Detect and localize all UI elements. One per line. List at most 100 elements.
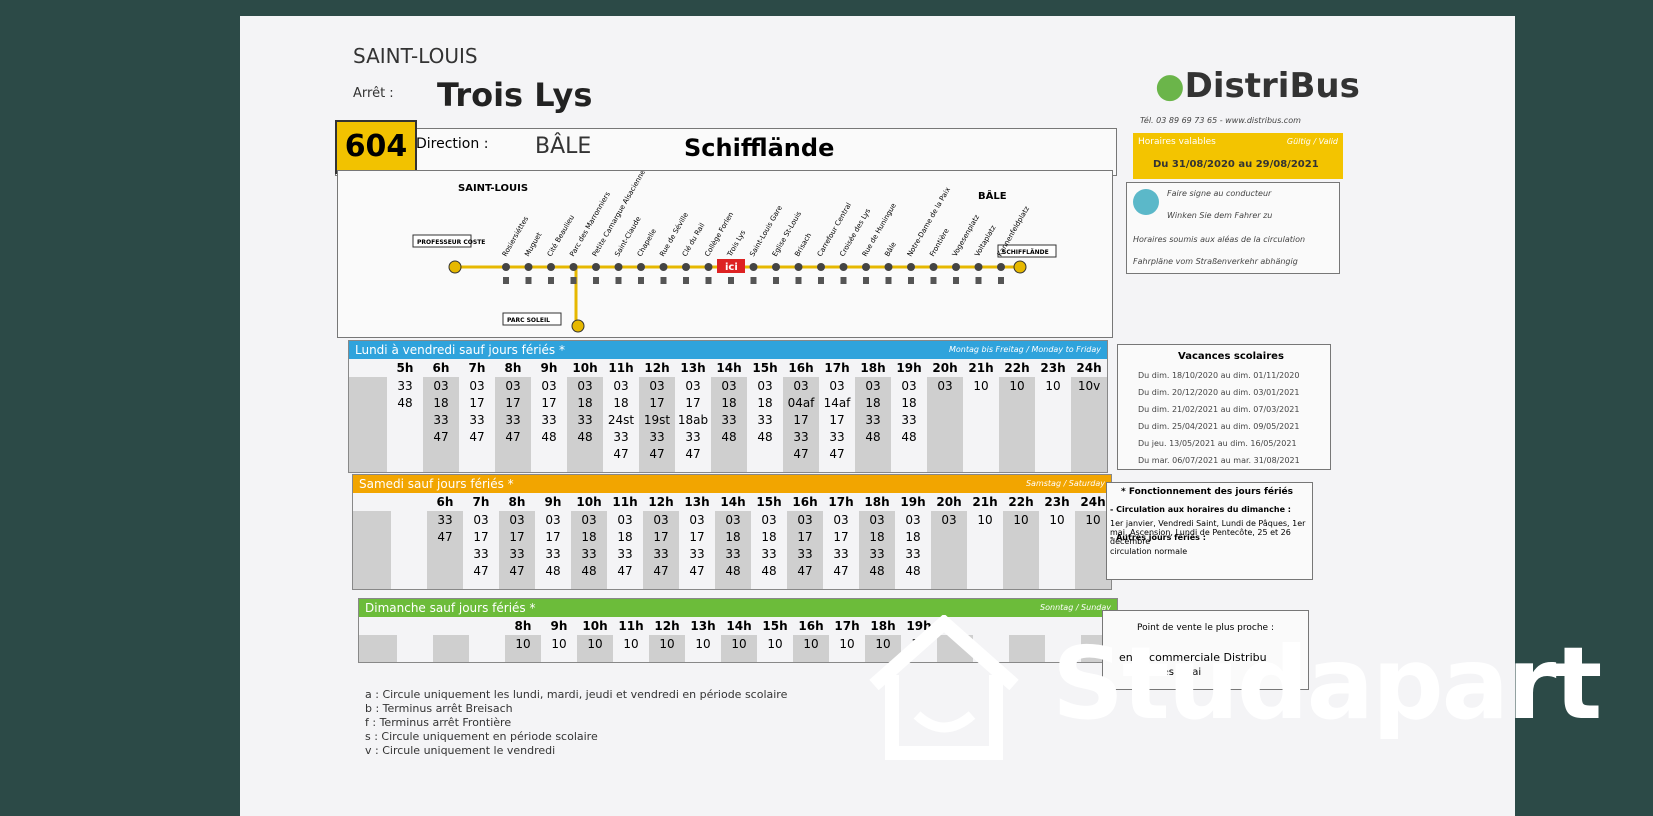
shaded-column xyxy=(433,635,469,662)
here-label: ici xyxy=(725,262,738,273)
minute: 03 xyxy=(797,513,813,527)
public-holidays-line: 1er janvier, Vendredi Saint, Lundi de Pâ… xyxy=(1110,519,1306,546)
direction-box xyxy=(335,128,1117,176)
footnote: b : Terminus arrêt Breisach xyxy=(365,702,513,715)
minute: 47 xyxy=(469,430,485,444)
stop-line-tag xyxy=(953,277,959,284)
hour: 13h xyxy=(684,495,710,509)
stop-line-tag xyxy=(570,277,577,284)
stop-line-tag xyxy=(998,277,1004,284)
validity-dates: Du 31/08/2020 au 29/08/2021 xyxy=(1153,159,1319,170)
minute: 17 xyxy=(545,530,561,544)
minute: 18ab xyxy=(677,413,709,427)
hour: 11h xyxy=(618,619,644,633)
shaded-column xyxy=(855,377,891,472)
shaded-column xyxy=(423,377,459,472)
hour: 6h xyxy=(432,361,450,375)
map-origin: SAINT-LOUIS xyxy=(458,183,528,194)
hour: 9h xyxy=(550,619,568,633)
minute: 10 xyxy=(767,637,783,651)
minute: 03 xyxy=(505,379,521,393)
minute: 48 xyxy=(581,564,597,578)
minute: 03 xyxy=(761,513,777,527)
stop-line-tag xyxy=(683,277,689,284)
minute: 33 xyxy=(397,379,413,393)
stop-line-tag xyxy=(863,277,869,284)
minute: 10 xyxy=(973,379,989,393)
minute: 03 xyxy=(469,379,485,393)
minute: 33 xyxy=(541,413,557,427)
minute: 33 xyxy=(757,413,773,427)
stop xyxy=(682,263,690,271)
minute: 48 xyxy=(865,430,881,444)
validity-label-de: Gültig / Valid xyxy=(1286,137,1338,146)
timetable: Lundi à vendredi sauf jours fériés * Mont… xyxy=(348,340,1108,473)
timetable-subtitle: Samstag / Saturday xyxy=(1025,479,1105,488)
minute: 03 xyxy=(689,513,705,527)
stop-name: Frontière xyxy=(928,227,950,258)
shaded-column xyxy=(359,635,397,662)
stop-line-tag xyxy=(840,277,847,284)
minute: 17 xyxy=(689,530,705,544)
minute: 48 xyxy=(757,430,773,444)
stop xyxy=(502,263,510,271)
shaded-column xyxy=(567,377,603,472)
minute: 03 xyxy=(793,379,809,393)
minute: 03 xyxy=(901,379,917,393)
minute: 47 xyxy=(473,564,489,578)
minute: 03 xyxy=(613,379,629,393)
minute: 33 xyxy=(469,413,485,427)
route-branch xyxy=(574,267,578,328)
minute: 03 xyxy=(433,379,449,393)
watermark: Studapart xyxy=(862,615,1652,765)
minute: 17 xyxy=(833,530,849,544)
stop xyxy=(704,263,713,271)
terminal-box xyxy=(412,234,472,248)
minute: 03 xyxy=(617,513,633,527)
minute: 10 xyxy=(587,637,603,651)
hour: 15h xyxy=(752,361,778,375)
hour: 12h xyxy=(644,361,670,375)
minute: 48 xyxy=(761,564,777,578)
hour: 19h xyxy=(896,361,922,375)
minute: 18 xyxy=(613,396,629,410)
timetable-subtitle: Montag bis Freitag / Monday to Friday xyxy=(949,345,1101,354)
minute: 47 xyxy=(433,430,449,444)
minute: 48 xyxy=(397,396,413,410)
minute: 33 xyxy=(721,413,737,427)
stop-line-tag xyxy=(593,277,599,284)
notice: Horaires soumis aux aléas de la circulat… xyxy=(1133,235,1306,244)
stop-line-tag xyxy=(525,277,532,284)
shaded-column xyxy=(715,511,751,589)
shaded-column xyxy=(787,511,823,589)
minute: 33 xyxy=(725,547,741,561)
minute: 18 xyxy=(869,530,885,544)
minute: 14af xyxy=(823,396,851,410)
brand-name: DistriBus xyxy=(1184,66,1360,106)
shaded-column xyxy=(931,511,967,589)
hour: 22h xyxy=(1004,361,1030,375)
validity: Horaires valables Gültig / Valid Du 31/0… xyxy=(1133,133,1343,179)
minute: 10 xyxy=(1045,379,1061,393)
minute: 10 xyxy=(803,637,819,651)
footnote: f : Terminus arrêt Frontière xyxy=(365,716,512,729)
sales-point: Point de vente le plus proche : ence com… xyxy=(1102,610,1309,690)
minute: 17 xyxy=(505,396,521,410)
minute: 03 xyxy=(725,513,741,527)
stop-line-tag xyxy=(728,277,734,284)
minute: 10 xyxy=(1049,513,1065,527)
hour: 9h xyxy=(540,361,558,375)
stop xyxy=(547,263,555,271)
hour: 22h xyxy=(1008,495,1034,509)
footnote: a : Circule uniquement les lundi, mardi,… xyxy=(365,688,788,701)
hour: 24h xyxy=(1080,495,1106,509)
hour: 16h xyxy=(792,495,818,509)
brand: ●DistriBus xyxy=(1155,66,1360,106)
stop-name: Parc des Marronniers xyxy=(568,190,612,258)
minute: 17 xyxy=(793,413,809,427)
minute: 17 xyxy=(829,413,845,427)
stop-line-tag xyxy=(885,277,892,284)
stop-line-tag xyxy=(548,277,554,284)
minute: 03 xyxy=(721,379,737,393)
